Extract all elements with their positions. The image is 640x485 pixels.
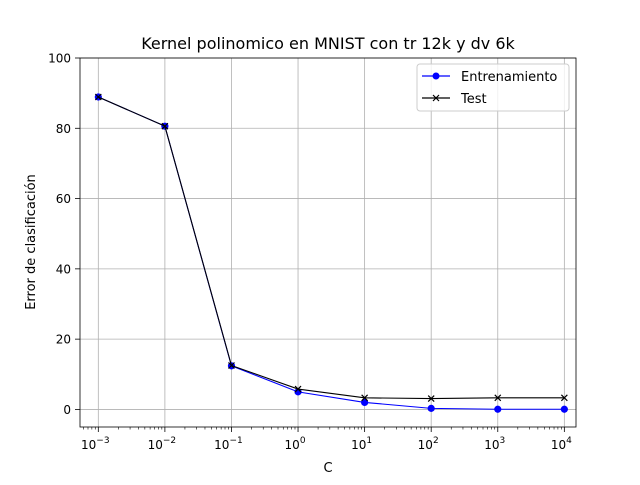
- legend-entrenamiento-marker: [432, 72, 440, 80]
- series-test-line: [98, 96, 565, 400]
- x-tick-label-exponent: 2: [433, 436, 439, 446]
- x-tick-label: 103: [484, 436, 505, 452]
- x-axis-label: C: [323, 461, 332, 476]
- x-tick-label: 10−1: [214, 436, 243, 452]
- x-tick-label-base: 10: [148, 438, 163, 452]
- x-tick-label-exponent: 1: [366, 436, 372, 446]
- legend-test-label: Test: [460, 92, 487, 107]
- legend-entrenamiento-label: Entrenamiento: [461, 70, 557, 85]
- chart-title: Kernel polinomico en MNIST con tr 12k y …: [141, 34, 515, 53]
- legend: Entrenamiento Test: [416, 63, 570, 112]
- x-tick-label: 101: [351, 436, 372, 452]
- y-tick-label: 100: [48, 52, 71, 66]
- x-tick-label-base: 10: [351, 438, 366, 452]
- x-tick-label: 10−2: [148, 436, 177, 452]
- x-tick-label-base: 10: [551, 438, 566, 452]
- x-tick-label-base: 10: [484, 438, 499, 452]
- x-tick-label-exponent: 3: [500, 436, 506, 446]
- x-tick-label-exponent: −2: [163, 436, 176, 446]
- series-entrenamiento-point: [560, 405, 568, 413]
- legend-box: [416, 63, 570, 112]
- series-test-point: [361, 394, 369, 402]
- y-tick-label: 20: [56, 333, 71, 347]
- y-tick-label: 60: [56, 192, 71, 206]
- series-test-point: [161, 122, 169, 130]
- x-tick-label: 102: [418, 436, 439, 452]
- x-tick-label: 100: [285, 436, 306, 452]
- x-tick-label-exponent: 0: [300, 436, 306, 446]
- series-test-point: [494, 394, 502, 402]
- x-tick-label-base: 10: [81, 438, 96, 452]
- series-test-point: [560, 394, 568, 402]
- x-tick-label-exponent: 4: [566, 436, 572, 446]
- x-tick-label: 10−3: [81, 436, 110, 452]
- x-tick-label-exponent: −3: [96, 436, 109, 446]
- x-tick-label-base: 10: [214, 438, 229, 452]
- plot-frame: [79, 57, 577, 428]
- series-entrenamiento-point: [494, 405, 502, 413]
- series-test-point: [427, 395, 435, 402]
- series-layer: [94, 93, 568, 413]
- y-tick-label: 0: [63, 403, 71, 417]
- series-test-point: [294, 385, 302, 393]
- x-tick-label: 104: [551, 436, 572, 452]
- series-test-point: [228, 362, 235, 369]
- x-tick-label-base: 10: [418, 438, 433, 452]
- y-axis-label: Error de clasificación: [24, 174, 39, 310]
- series-test-point: [94, 93, 102, 101]
- legend-test-marker: [432, 94, 440, 102]
- x-tick-label-exponent: −1: [229, 436, 242, 446]
- series-entrenamiento-point: [427, 404, 435, 412]
- series-entrenamiento-point: [361, 398, 369, 406]
- x-tick-label-base: 10: [285, 438, 300, 452]
- y-tick-label: 40: [56, 262, 71, 276]
- y-tick-label: 80: [56, 122, 71, 136]
